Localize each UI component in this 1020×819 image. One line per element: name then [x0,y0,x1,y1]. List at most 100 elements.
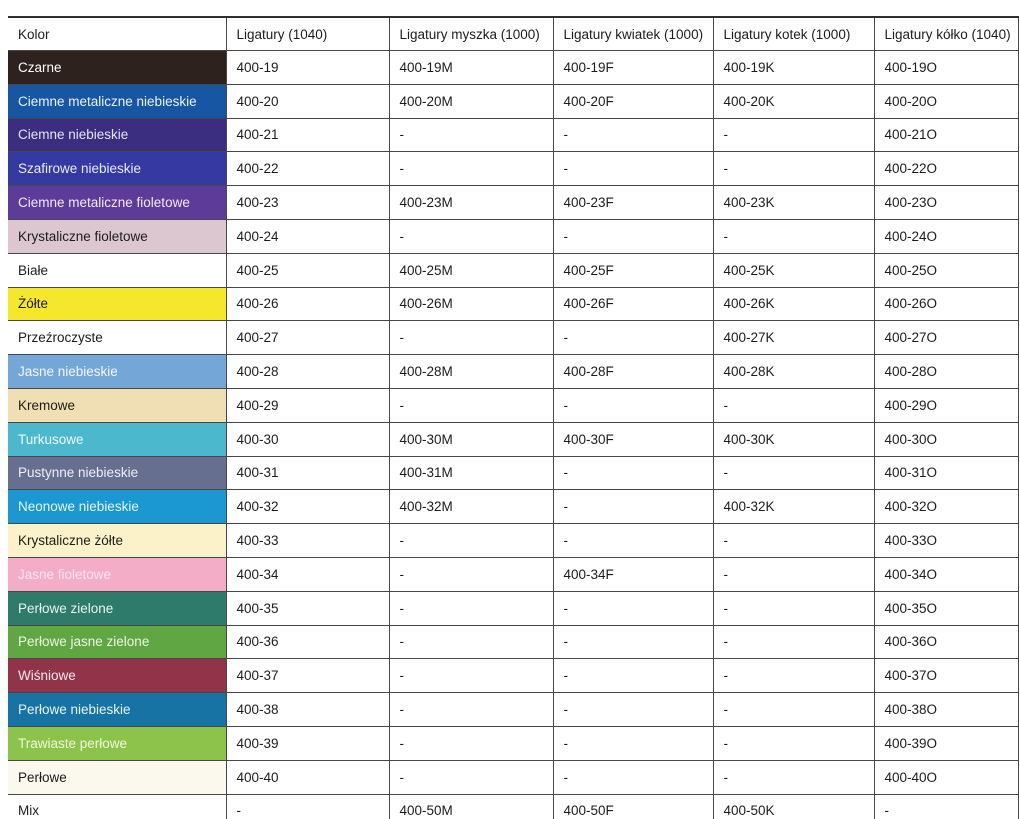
color-swatch-label: Perłowe [8,759,227,795]
table-row: Żółte 400-26 400-26M 400-26F 400-26K 400-26O [8,286,1019,322]
code-cell: - [712,725,875,761]
code-cell: 400-50K [712,793,875,819]
code-cell: 400-27 [225,320,390,356]
code-cell: 400-32O [873,489,1019,525]
code-cell: 400-26 [225,286,390,322]
code-cell: 400-19O [873,50,1019,85]
code-cell: 400-39 [225,725,390,761]
color-swatch-label: Trawiaste perłowe [8,725,227,761]
code-cell: 400-30M [388,421,554,457]
code-cell: 400-38O [873,692,1019,727]
code-cell: 400-25 [225,252,390,288]
code-cell: - [712,624,875,660]
code-cell: 400-34O [873,556,1019,592]
table-row: Jasne fioletowe 400-34-400-34F -400-34O [8,556,1019,592]
table-row: Przeźroczyste 400-27- -400-27K 400-27O [8,320,1019,356]
code-cell: 400-28K [712,354,875,389]
table-row: Perłowe niebieskie 400-38- - -400-38O [8,692,1019,727]
code-cell: 400-40 [225,759,390,795]
code-cell: - [712,590,875,626]
code-cell: 400-20O [873,83,1019,119]
code-cell: 400-26O [873,286,1019,322]
code-cell: 400-20M [388,83,554,119]
color-table-body: Czarne 400-19 400-19M 400-19F 400-19K 400-19O… [8,50,1019,819]
color-swatch-label: Czarne [8,50,227,85]
code-cell: 400-20K [712,83,875,119]
table-row: Jasne niebieskie 400-28 400-28M 400-28F 400-… [8,354,1019,389]
code-cell: 400-26M [388,286,554,322]
color-swatch-label: Wiśniowe [8,658,227,694]
code-cell: - [552,692,714,727]
code-cell: - [388,658,554,694]
code-cell: - [388,320,554,356]
table-row: Mix -400-50M 400-50F 400-50K - [8,793,1019,819]
color-swatch-label: Szafirowe niebieskie [8,151,227,187]
code-cell: 400-29O [873,387,1019,423]
code-cell: - [552,151,714,187]
code-cell: 400-33O [873,523,1019,558]
header-row: Kolor Ligatury (1040) Ligatury myszka (1… [8,16,1019,51]
color-swatch-label: Przeźroczyste [8,320,227,356]
table-row: Ciemne metaliczne niebieskie 400-20 400-20… [8,83,1019,119]
color-swatch-label: Ciemne metaliczne niebieskie [8,83,227,119]
code-cell: - [388,218,554,254]
code-cell: 400-26K [712,286,875,322]
code-cell: - [552,658,714,694]
color-swatch-label: Krystaliczne żółte [8,523,227,558]
table-row: Ciemne metaliczne fioletowe 400-23 400-23M… [8,185,1019,220]
table-row: Wiśniowe 400-37- - -400-37O [8,658,1019,694]
code-cell: 400-23M [388,185,554,220]
code-cell: 400-28O [873,354,1019,389]
table-header: Kolor Ligatury (1040) Ligatury myszka (1… [8,16,1019,51]
code-cell: 400-34 [225,556,390,592]
color-swatch-label: Ciemne niebieskie [8,117,227,153]
column-header-ligatury-kwiatek: Ligatury kwiatek (1000) [552,16,714,51]
table-row: Turkusowe 400-30 400-30M 400-30F 400-30K 400-… [8,421,1019,457]
table-row: Białe 400-25 400-25M 400-25F 400-25K 400-25O [8,252,1019,288]
code-cell: 400-22O [873,151,1019,187]
color-swatch-label: Neonowe niebieskie [8,489,227,525]
code-cell: - [388,759,554,795]
color-swatch-label: Perłowe jasne zielone [8,624,227,660]
column-header-ligatury-myszka: Ligatury myszka (1000) [388,16,554,51]
code-cell: - [552,455,714,491]
code-cell: - [712,218,875,254]
code-cell: 400-50M [388,793,554,819]
code-cell: 400-20F [552,83,714,119]
code-cell: - [712,556,875,592]
code-cell: - [552,387,714,423]
code-cell: - [712,117,875,153]
table-row: Neonowe niebieskie 400-32 400-32M -400-32K 4… [8,489,1019,525]
color-swatch-label: Perłowe zielone [8,590,227,626]
code-cell: 400-35O [873,590,1019,626]
color-swatch-label: Ciemne metaliczne fioletowe [8,185,227,220]
code-cell: 400-32M [388,489,554,525]
code-cell: 400-25F [552,252,714,288]
table-row: Szafirowe niebieskie 400-22- - -400-22O [8,151,1019,187]
code-cell: - [552,590,714,626]
code-cell: 400-23 [225,185,390,220]
code-cell: 400-30F [552,421,714,457]
code-cell: 400-23O [873,185,1019,220]
column-header-ligatury-kotek: Ligatury kotek (1000) [712,16,875,51]
code-cell: 400-36O [873,624,1019,660]
code-cell: 400-39O [873,725,1019,761]
code-cell: 400-50F [552,793,714,819]
code-cell: 400-31O [873,455,1019,491]
code-cell: 400-25O [873,252,1019,288]
code-cell: - [873,793,1019,819]
code-cell: - [712,692,875,727]
color-swatch-label: Jasne fioletowe [8,556,227,592]
code-cell: - [388,725,554,761]
code-cell: - [552,117,714,153]
code-cell: - [712,387,875,423]
table-row: Ciemne niebieskie 400-21- - -400-21O [8,117,1019,153]
code-cell: - [552,489,714,525]
code-cell: - [388,151,554,187]
code-cell: 400-37O [873,658,1019,694]
color-swatch-label: Krystaliczne fioletowe [8,218,227,254]
code-cell: 400-32 [225,489,390,525]
code-cell: - [552,218,714,254]
code-cell: 400-30K [712,421,875,457]
color-swatch-label: Jasne niebieskie [8,354,227,389]
